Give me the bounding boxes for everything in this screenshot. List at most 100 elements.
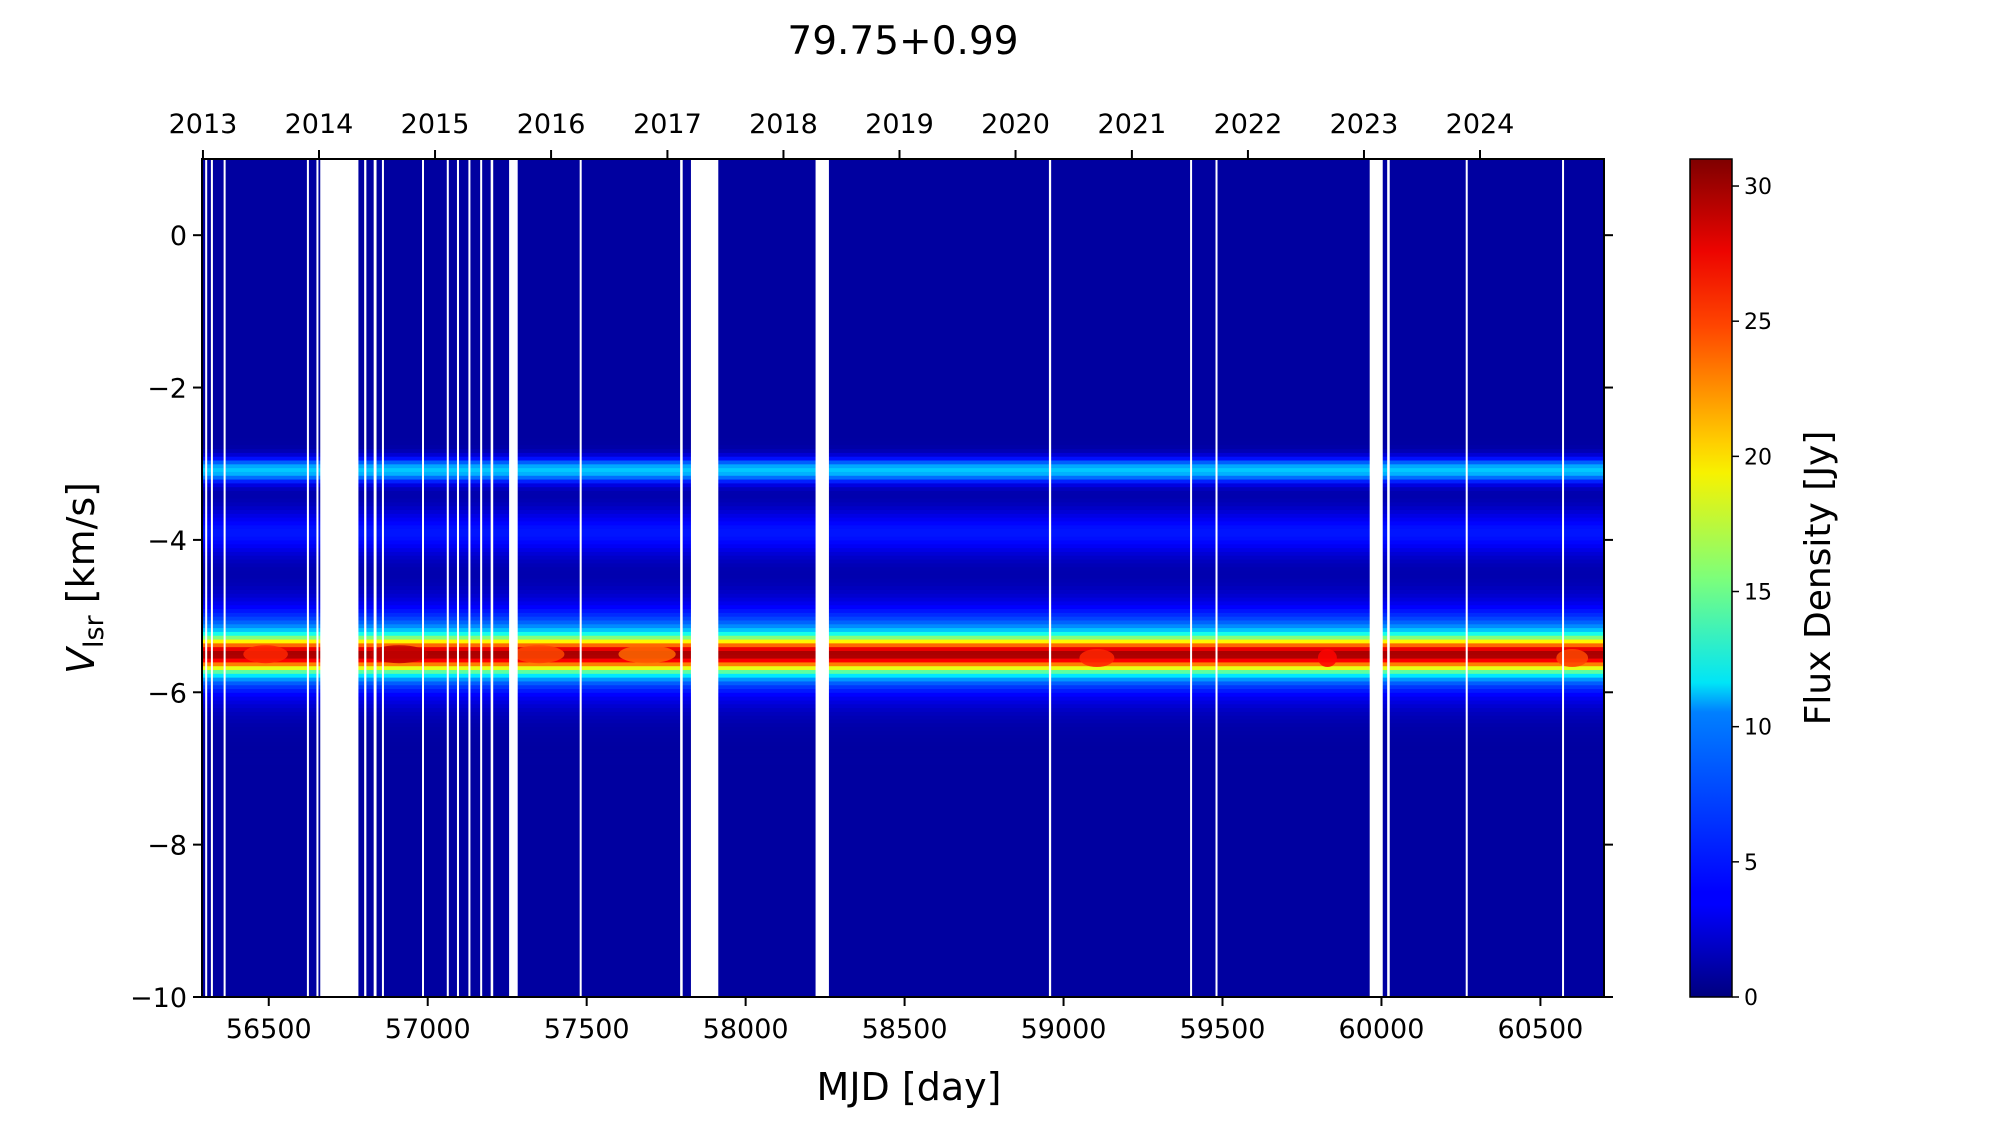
data-gap bbox=[364, 159, 367, 997]
year-tick-label: 2014 bbox=[285, 109, 354, 140]
heatmap-band bbox=[202, 840, 1604, 846]
x-tick-label: 58500 bbox=[862, 1014, 948, 1045]
heatmap-band bbox=[202, 570, 1604, 575]
heatmap-band bbox=[202, 581, 1604, 587]
flare-episode bbox=[1556, 649, 1589, 667]
heatmap-band bbox=[202, 829, 1604, 834]
heatmap-band bbox=[202, 631, 1604, 636]
heatmap-band bbox=[202, 212, 1604, 217]
heatmap-band bbox=[202, 258, 1604, 263]
heatmap-band bbox=[202, 795, 1604, 800]
heatmap-band bbox=[202, 878, 1604, 884]
y-tick-label: 0 bbox=[170, 221, 187, 252]
data-gap bbox=[815, 159, 829, 997]
colorbar-label: Flux Density [Jy] bbox=[1798, 431, 1839, 726]
data-gap bbox=[205, 159, 208, 997]
heatmap-band bbox=[202, 882, 1604, 888]
heatmap-band bbox=[202, 985, 1604, 990]
heatmap-band bbox=[202, 452, 1604, 457]
flare-episode bbox=[513, 645, 565, 664]
heatmap-band bbox=[202, 383, 1604, 389]
heatmap-band bbox=[202, 993, 1604, 997]
heatmap-band bbox=[202, 189, 1604, 194]
heatmap-band bbox=[202, 692, 1604, 697]
heatmap-band bbox=[202, 536, 1604, 541]
heatmap-band bbox=[202, 463, 1604, 469]
heatmap-band bbox=[202, 757, 1604, 762]
heatmap-band bbox=[202, 280, 1604, 286]
heatmap-band bbox=[202, 444, 1604, 450]
heatmap-band bbox=[202, 330, 1604, 335]
heatmap-band bbox=[202, 638, 1604, 644]
heatmap-band bbox=[202, 955, 1604, 960]
heatmap-band bbox=[202, 547, 1604, 552]
heatmap-band bbox=[202, 741, 1604, 747]
colorbar-tick-label: 10 bbox=[1744, 716, 1772, 741]
x-axis-bottom: 56500 57000 57500 58000 58500 59000 59500 60000… bbox=[226, 997, 1583, 1045]
heatmap-band bbox=[202, 966, 1604, 971]
heatmap-band bbox=[202, 753, 1604, 758]
data-gap bbox=[1465, 159, 1468, 997]
chart-title: 79.75+0.99 bbox=[787, 19, 1018, 64]
heatmap-band bbox=[202, 680, 1604, 686]
colorbar bbox=[1689, 158, 1733, 998]
heatmap-band bbox=[202, 231, 1604, 236]
heatmap-band bbox=[202, 837, 1604, 842]
data-gap bbox=[210, 159, 213, 997]
heatmap-band bbox=[202, 197, 1604, 202]
x-tick-label: 57000 bbox=[385, 1014, 471, 1045]
heatmap-band bbox=[202, 764, 1604, 770]
heatmap-band bbox=[202, 859, 1604, 865]
heatmap-band bbox=[202, 939, 1604, 945]
heatmap-band bbox=[202, 711, 1604, 716]
heatmap-band bbox=[202, 543, 1604, 549]
heatmap-band bbox=[202, 299, 1604, 305]
heatmap-band bbox=[202, 284, 1604, 290]
heatmap-band bbox=[202, 338, 1604, 343]
heatmap-band bbox=[202, 261, 1604, 267]
heatmap-band bbox=[202, 920, 1604, 926]
colorbar-tick-label: 5 bbox=[1744, 851, 1758, 876]
heatmap-band bbox=[202, 498, 1604, 503]
heatmap-band bbox=[202, 391, 1604, 396]
heatmap-band bbox=[202, 235, 1604, 240]
heatmap-band bbox=[202, 597, 1604, 602]
heatmap-band bbox=[202, 890, 1604, 895]
plot-frame bbox=[201, 158, 1605, 998]
heatmap-band bbox=[202, 688, 1604, 693]
colorbar-tick-label: 30 bbox=[1744, 175, 1772, 200]
data-gap bbox=[1215, 159, 1218, 997]
heatmap-band bbox=[202, 524, 1604, 530]
heatmap-band bbox=[202, 787, 1604, 792]
heatmap-band bbox=[202, 875, 1604, 880]
heatmap-band bbox=[202, 722, 1604, 728]
colorbar-tick-label: 25 bbox=[1744, 310, 1772, 335]
year-tick-label: 2013 bbox=[169, 109, 238, 140]
heatmap-band bbox=[202, 265, 1604, 271]
heatmap-band bbox=[202, 505, 1604, 511]
heatmap-band bbox=[202, 699, 1604, 705]
data-gap bbox=[316, 159, 319, 997]
heatmap-band bbox=[202, 924, 1604, 930]
heatmap-band bbox=[202, 791, 1604, 796]
heatmap-band bbox=[202, 471, 1604, 476]
heatmap-band bbox=[202, 707, 1604, 712]
heatmap-band bbox=[202, 200, 1604, 206]
heatmap-band bbox=[202, 174, 1604, 179]
year-tick-label: 2016 bbox=[517, 109, 586, 140]
heatmap-band bbox=[202, 962, 1604, 968]
heatmap-band bbox=[202, 814, 1604, 819]
heatmap-band bbox=[202, 345, 1604, 351]
heatmap-band bbox=[202, 181, 1604, 187]
data-gap bbox=[468, 159, 471, 997]
data-gap bbox=[223, 159, 226, 997]
heatmap-band bbox=[202, 604, 1604, 610]
year-tick-label: 2017 bbox=[633, 109, 702, 140]
heatmap-band bbox=[202, 353, 1604, 358]
year-tick-label: 2015 bbox=[401, 109, 470, 140]
heatmap-band bbox=[202, 223, 1604, 229]
heatmap-band bbox=[202, 905, 1604, 910]
data-gap bbox=[373, 159, 377, 997]
heatmap-band bbox=[202, 627, 1604, 632]
